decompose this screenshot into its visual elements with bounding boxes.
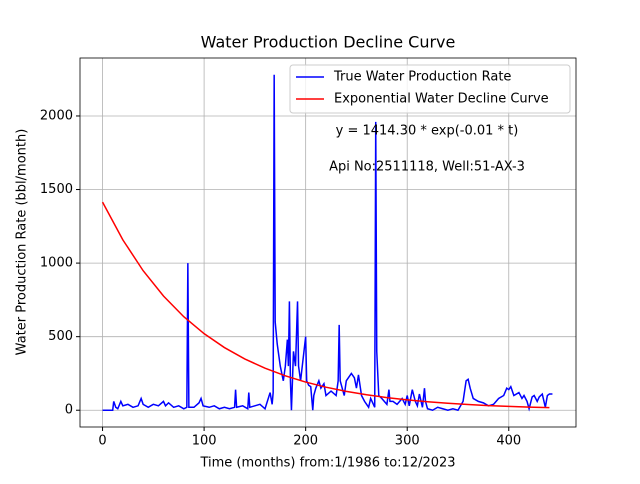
y-tick-label: 0 bbox=[65, 403, 73, 418]
x-tick-label: 300 bbox=[395, 434, 420, 449]
x-tick-label: 100 bbox=[192, 434, 217, 449]
y-tick-label: 1000 bbox=[40, 256, 73, 271]
y-axis-label: Water Production Rate (bbl/month) bbox=[15, 129, 30, 356]
y-tick-label: 500 bbox=[48, 329, 73, 344]
legend-box bbox=[289, 64, 571, 114]
x-axis-label: Time (months) from:1/1986 to:12/2023 bbox=[199, 456, 455, 471]
annotation: Api No:2511118, Well:51-AX-3 bbox=[329, 160, 525, 175]
annotation: y = 1414.30 * exp(-0.01 * t) bbox=[336, 124, 519, 139]
x-tick-label: 200 bbox=[293, 434, 318, 449]
series-line bbox=[102, 74, 553, 412]
legend-label: Exponential Water Decline Curve bbox=[334, 92, 549, 107]
legend-label: True Water Production Rate bbox=[333, 70, 511, 85]
x-tick-label: 400 bbox=[496, 434, 521, 449]
series-line bbox=[101, 201, 550, 409]
chart-title: Water Production Decline Curve bbox=[201, 33, 456, 52]
y-tick-label: 2000 bbox=[40, 108, 73, 123]
plot-frame bbox=[79, 57, 577, 428]
x-tick-label: 0 bbox=[98, 434, 106, 449]
y-tick-label: 1500 bbox=[40, 182, 73, 197]
